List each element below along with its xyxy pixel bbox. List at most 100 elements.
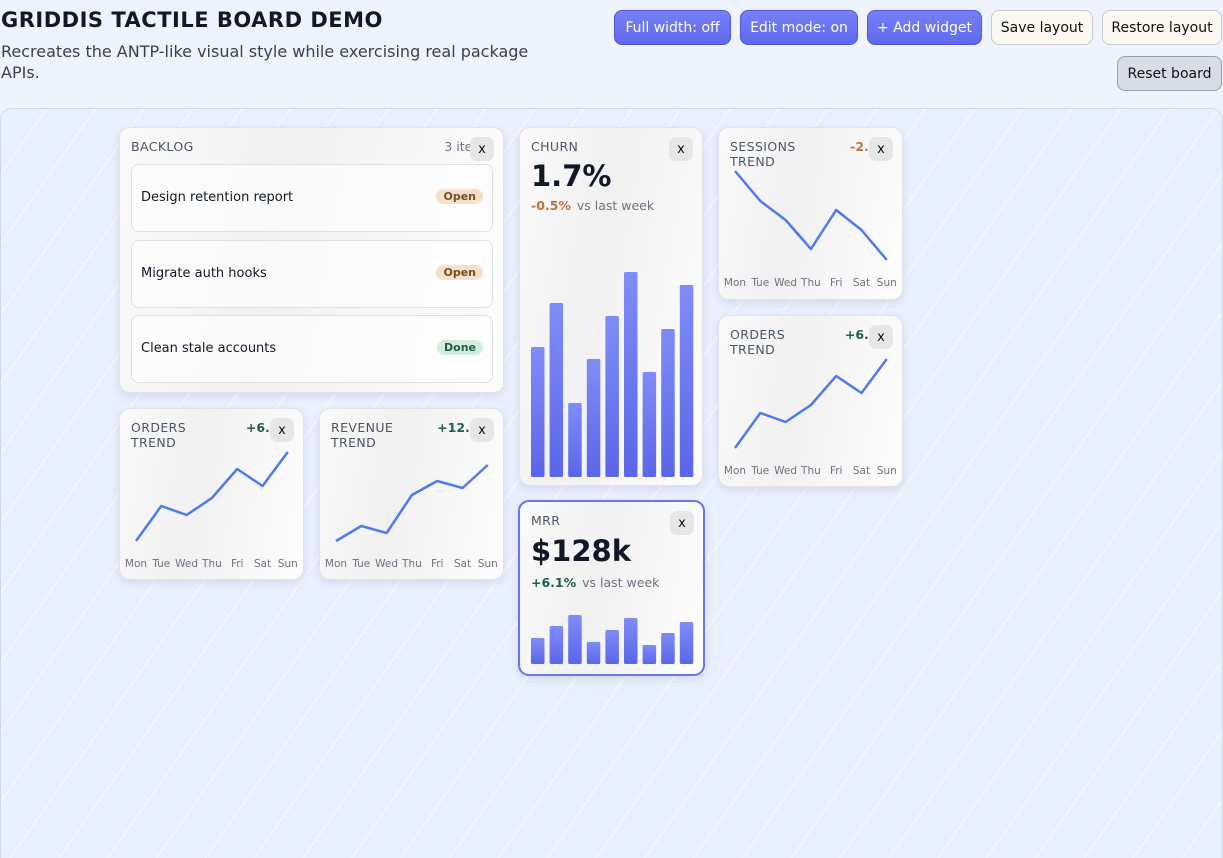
bar [531, 347, 545, 477]
widget-trend: SESSIONS TREND-2.1%MonTueWedThuFriSatSun… [718, 127, 903, 300]
close-button[interactable]: x [470, 137, 494, 161]
close-button[interactable]: x [470, 418, 494, 442]
bar [568, 403, 582, 477]
toolbar-button[interactable]: Save layout [991, 10, 1093, 45]
stat-value: $128k [531, 534, 631, 568]
backlog-item: Clean stale accounts Done [131, 315, 493, 383]
widget-trend: ORDERS TREND +6.8% Mon Tue Wed Thu Fri Sat Sun x [718, 315, 903, 487]
sparkline: Mon Tue Wed Thu Fri Sat Sun [724, 170, 897, 289]
toolbar-button[interactable]: Edit mode: on [740, 10, 858, 45]
stat-delta: +6.1% [531, 575, 577, 590]
widget-trend: REVENUE TREND +12.4% Mon Tue Wed Thu Fri Sat Sun… [319, 408, 504, 580]
widget-title: BACKLOG [131, 139, 194, 154]
day-label: Fri [830, 465, 843, 477]
day-label: Fri [830, 277, 843, 289]
day-label: Thu [401, 558, 422, 570]
day-label: Tue [151, 558, 170, 570]
toolbar-button[interactable]: Restore layout [1102, 10, 1222, 45]
widget-title: SESSIONS TREND [730, 139, 796, 169]
backlog-item: Migrate auth hooks Open [131, 239, 493, 308]
toolbar-button[interactable]: Full width: off [614, 10, 731, 45]
bar [661, 329, 675, 477]
close-button[interactable]: x [270, 418, 294, 442]
bar [605, 316, 619, 477]
toolbar-button[interactable]: + Add widget [867, 10, 982, 45]
bar [642, 372, 657, 477]
day-label: Mon [325, 558, 347, 570]
bar [586, 642, 601, 664]
day-label: Sat [853, 465, 870, 477]
sparkline: Mon Tue Wed Thu Fri Sat Sun [125, 451, 298, 570]
close-button[interactable]: x [670, 511, 694, 535]
bar [586, 359, 601, 477]
day-label: Sat [853, 277, 870, 289]
widget-title: REVENUE TREND [331, 420, 394, 450]
widget-title: MRR [531, 513, 561, 528]
day-label: Thu [800, 465, 821, 477]
bar [642, 645, 657, 664]
bar [531, 638, 545, 664]
sparkline: Mon Tue Wed Thu Fri Sat Sun [325, 464, 498, 570]
trend-line [335, 464, 489, 543]
close-button[interactable]: x [869, 137, 893, 161]
toolbar-button[interactable]: Reset board [1117, 56, 1222, 91]
bar [549, 303, 564, 477]
day-label: Wed [774, 277, 797, 289]
day-label: Wed [175, 558, 198, 570]
stat-delta: -0.5% [531, 198, 571, 213]
status-badge: Done [437, 340, 483, 355]
day-label: Sun [877, 465, 897, 477]
stat-delta-line: -0.5% vs last week [531, 198, 654, 213]
bar [661, 633, 675, 664]
page-title: GRIDDIS TACTILE BOARD DEMO [1, 8, 383, 32]
item-text: Clean stale accounts [141, 341, 277, 356]
bar [605, 630, 619, 664]
day-label: Thu [201, 558, 222, 570]
day-label: Mon [724, 465, 746, 477]
widget-list: BACKLOG 3 items Design retention report Ope… [119, 127, 504, 393]
sparkline: Mon Tue Wed Thu Fri Sat Sun [724, 358, 897, 477]
day-label: Sun [278, 558, 298, 570]
day-label: Mon [125, 558, 147, 570]
day-label: Sun [877, 277, 897, 289]
close-button[interactable]: x [669, 137, 693, 161]
day-label: Tue [351, 558, 370, 570]
backlog-item: Design retention report Open [131, 164, 493, 232]
bar-chart [531, 615, 694, 664]
item-text: Migrate auth hooks [141, 265, 267, 281]
bar [679, 622, 694, 664]
day-label: Sat [454, 558, 471, 570]
day-label: Sun [478, 558, 498, 570]
day-label: Wed [774, 465, 797, 477]
page-subtitle: Recreates the ANTP-like visual style whi… [1, 42, 529, 82]
widget-trend: ORDERS TREND +6.8% Mon Tue Wed Thu Fri Sat Sun x [119, 408, 304, 580]
widget-stat: MRR $128k +6.1% vs last week x [518, 500, 705, 676]
item-text: Design retention report [141, 190, 294, 205]
bar [568, 615, 582, 664]
day-label: Tue [750, 277, 769, 289]
bar [624, 272, 638, 477]
day-label: Wed [375, 558, 398, 570]
day-label: Fri [431, 558, 444, 570]
day-label: Sat [254, 558, 271, 570]
widget-title: ORDERS TREND [131, 420, 187, 450]
bar-chart [531, 272, 694, 477]
bar [624, 618, 638, 664]
close-button[interactable]: x [869, 325, 893, 349]
bar [549, 626, 564, 664]
stat-delta-line: +6.1% vs last week [531, 575, 659, 590]
widget-title: CHURN [531, 139, 579, 154]
bar [679, 285, 694, 477]
widget-title: ORDERS TREND [730, 327, 786, 357]
day-label: Fri [231, 558, 244, 570]
trend-line [734, 170, 888, 261]
status-badge: Open [436, 189, 483, 204]
trend-line [134, 451, 289, 542]
stat-note: vs last week [582, 575, 660, 590]
day-label: Mon [724, 277, 746, 289]
stat-note: vs last week [576, 198, 655, 213]
board: BACKLOG 3 items Design retention report Ope… [0, 108, 1223, 858]
day-label: Thu [800, 277, 821, 289]
trend-line [733, 358, 888, 449]
